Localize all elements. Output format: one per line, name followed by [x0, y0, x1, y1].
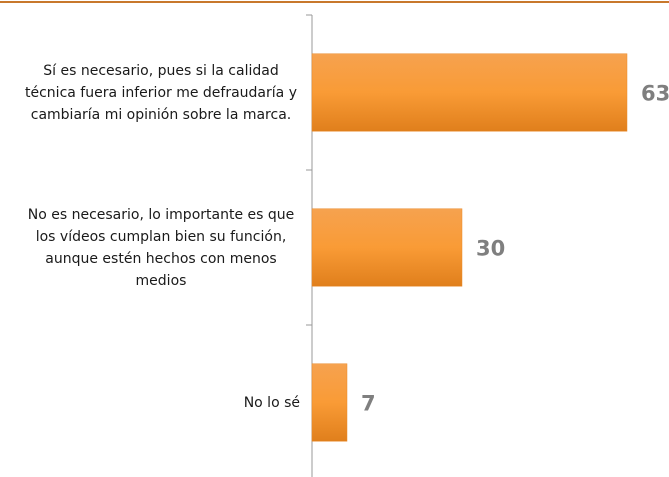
value-label: 7 [361, 392, 376, 416]
category-label: No lo sé [243, 394, 300, 411]
category-label: No es necesario, lo importante es que lo… [27, 206, 295, 289]
bar [311, 53, 628, 132]
bar [311, 208, 463, 287]
value-label: 63 [641, 82, 669, 106]
value-label: 30 [476, 237, 505, 261]
category-label: Sí es necesario, pues si la calidad técn… [25, 62, 297, 123]
bar [311, 363, 348, 442]
